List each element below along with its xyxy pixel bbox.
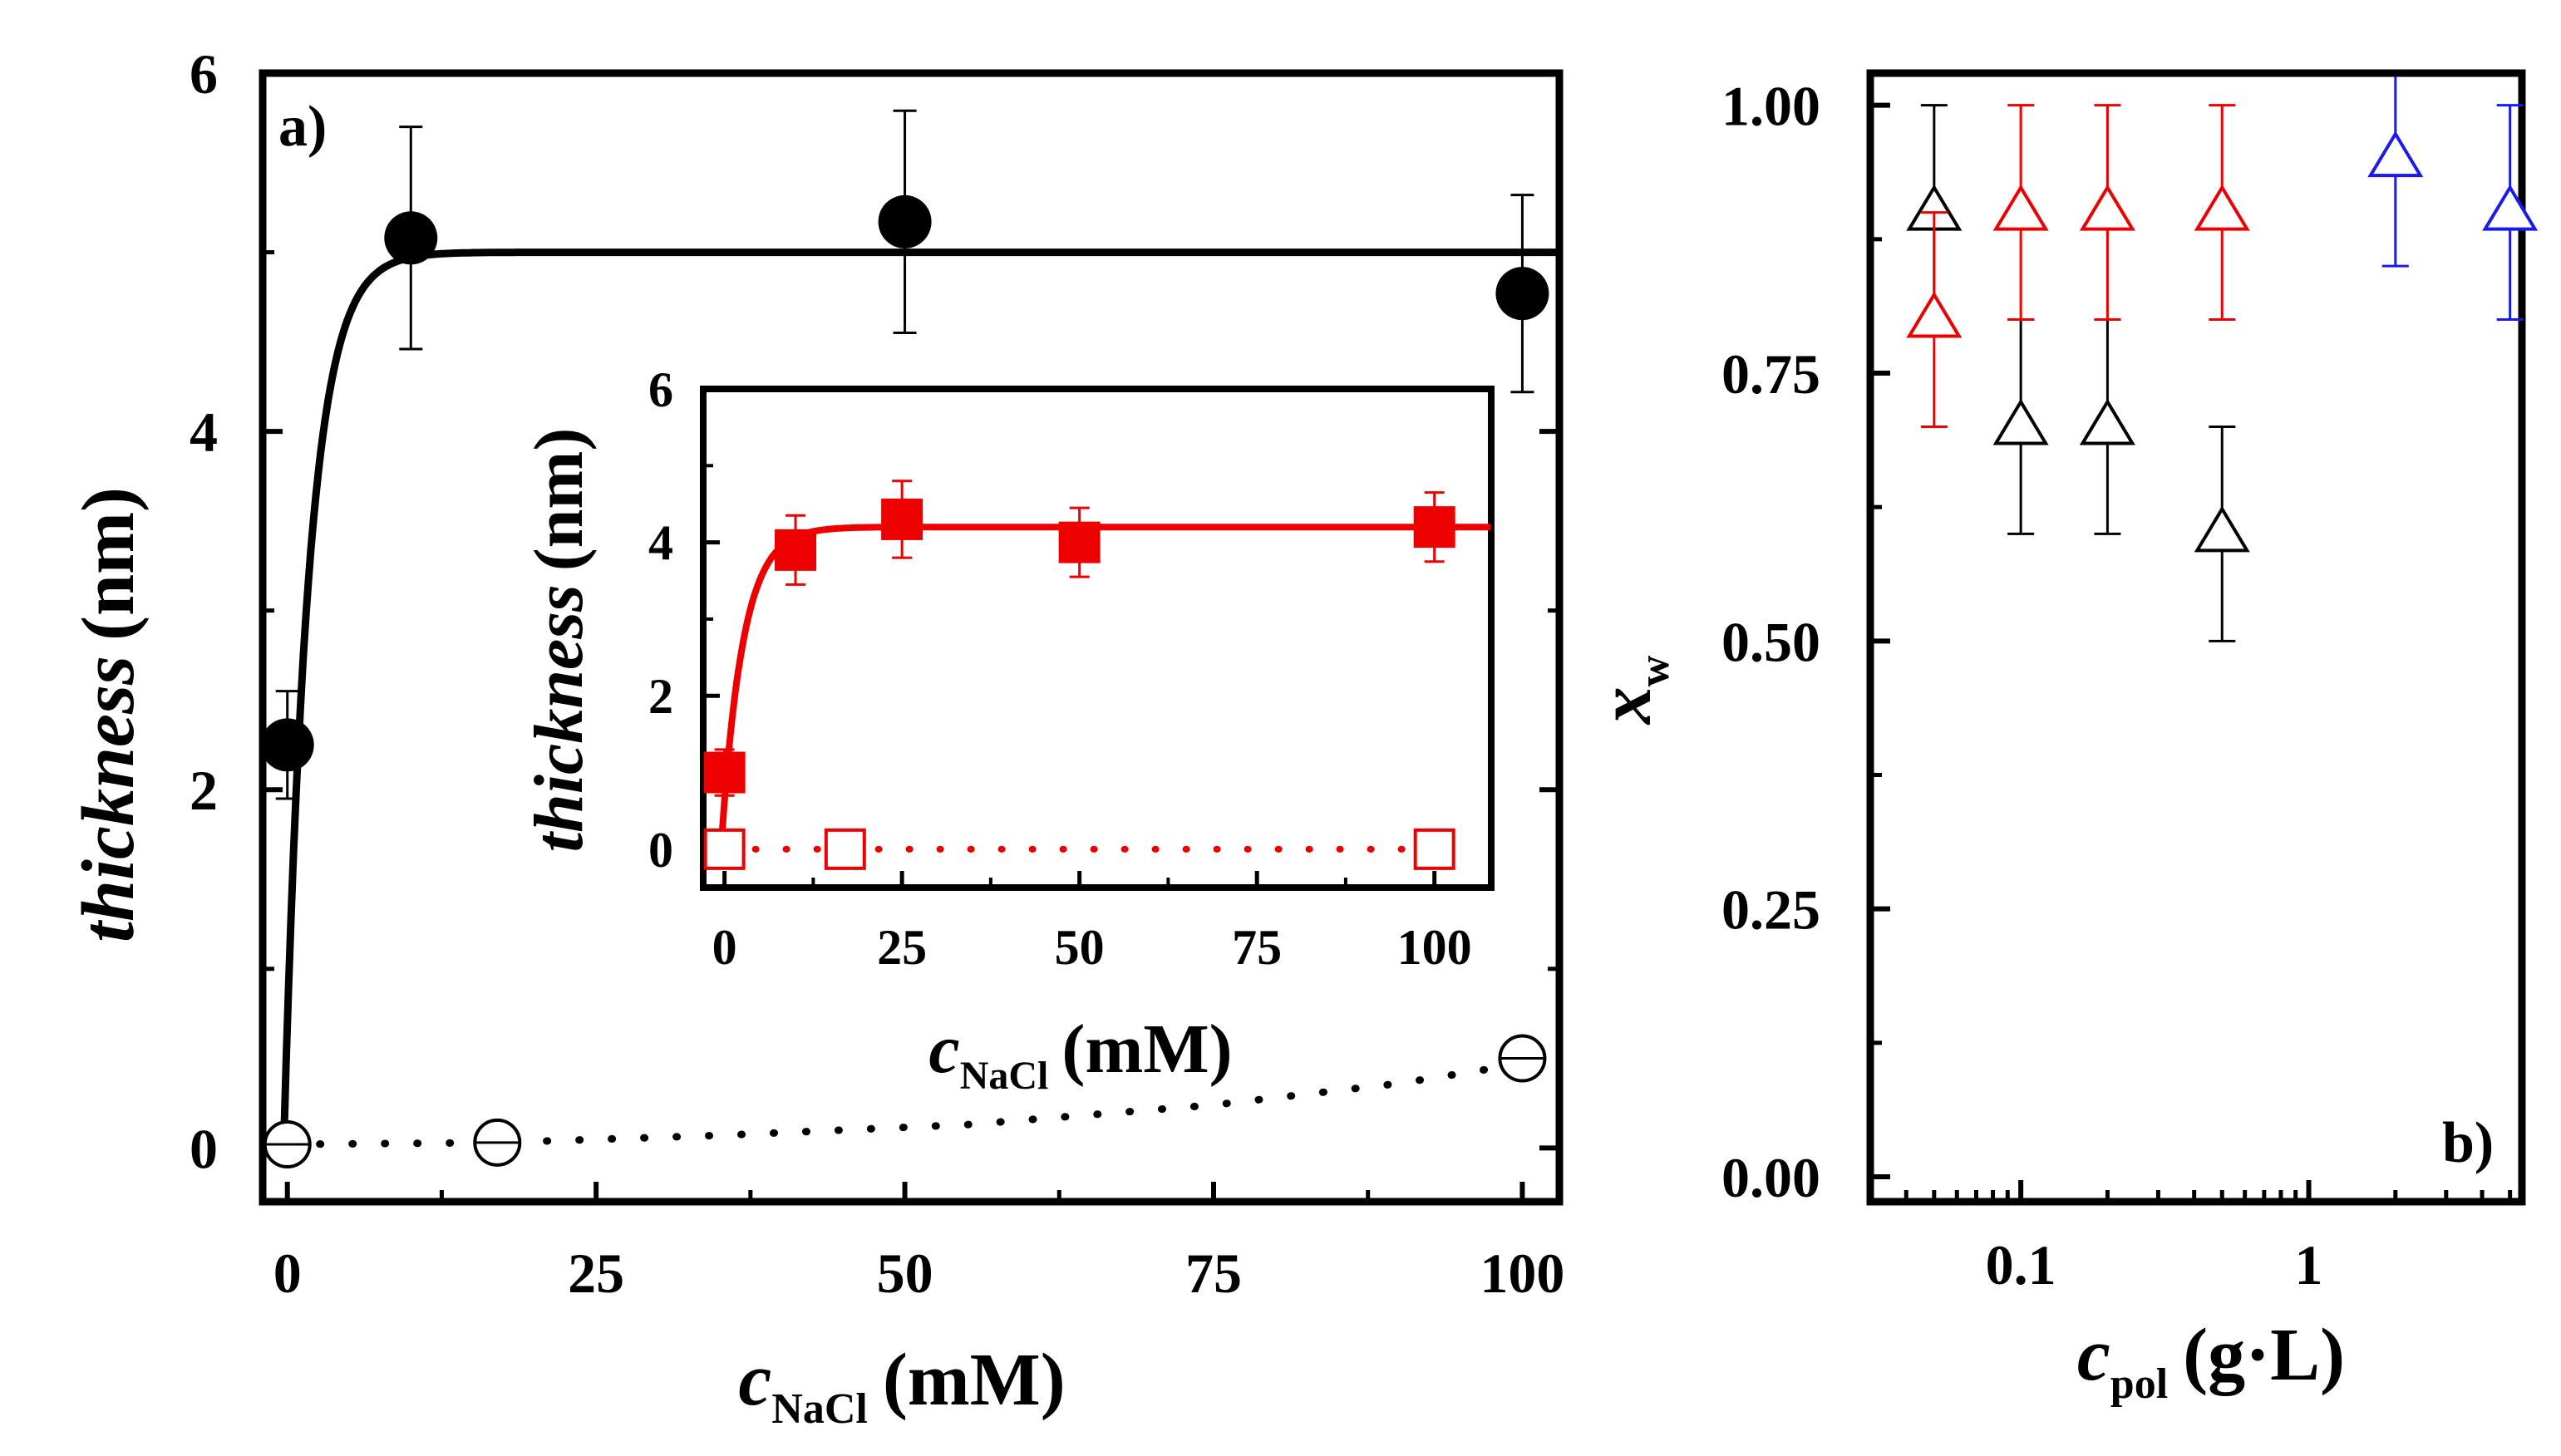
inset-x-tick-label: 50 [1055, 920, 1105, 975]
inset-y-ticks: 0 2 4 6 [648, 362, 720, 878]
panel-a-series [260, 109, 1559, 1169]
data-point-open-triangle [2482, 184, 2539, 231]
inset-x-tick-label: 100 [1397, 920, 1472, 975]
y-tick-label: 0.75 [1721, 342, 1820, 406]
y-tick-label: 4 [190, 401, 218, 464]
data-point-open-triangle [2367, 130, 2424, 178]
data-point-open-triangle [1992, 398, 2049, 445]
data-point-open-triangle [1906, 291, 1963, 338]
x-tick-label: 100 [1480, 1242, 1564, 1305]
data-point-filled-circle [384, 211, 438, 265]
inset-data-point-open-square [1413, 828, 1455, 870]
inset-fit-curve-solid [717, 524, 1491, 850]
panel-a-x-ticks: 0 25 50 75 100 [273, 1182, 1564, 1305]
inset-y-tick-label: 2 [648, 669, 673, 724]
panel-b-y-ticks: 0.00 0.25 0.50 0.75 1.00 [1721, 75, 1890, 1209]
panel-a-x-axis-title: cNaCl (mM) [738, 1339, 1065, 1433]
inset-data-point-filled-square [775, 529, 817, 571]
panel-b-chart: 0.1 1 0.000.250.500.751.00 b) cpol (g·L) x… [1584, 69, 2539, 1408]
panel-b-series [1906, 76, 2539, 642]
fit-curve-dotted [283, 1060, 1526, 1149]
inset-x-axis-title: cNaCl (mM) [928, 1011, 1232, 1098]
panel-b-frame [1866, 69, 2526, 1206]
inset-x-ticks: 0 25 50 75 100 [712, 871, 1472, 975]
panel-b-y-axis-title: xw [1584, 655, 1678, 726]
inset-series [703, 480, 1491, 870]
y-tick-label: 0.50 [1721, 610, 1820, 673]
panel-b-label: b) [2442, 1111, 2494, 1175]
y-tick-label: 1.00 [1721, 75, 1820, 138]
inset-data-point-open-square [703, 828, 746, 870]
panel-a-y-ticks: 0 2 4 6 [190, 42, 1559, 1180]
data-point-filled-circle [878, 194, 932, 248]
data-point-open-triangle [1992, 184, 2049, 231]
data-point-filled-circle [260, 718, 314, 772]
x-tick-label: 50 [877, 1242, 933, 1305]
data-point-open-triangle [2079, 184, 2135, 231]
inset-data-point-filled-square [1058, 521, 1101, 563]
y-tick-label: 0 [190, 1117, 218, 1180]
data-point-open-triangle [2079, 398, 2135, 445]
data-point-open-triangle [2194, 184, 2250, 231]
inset-x-tick-label: 25 [877, 920, 927, 975]
inset-y-tick-label: 6 [648, 362, 673, 417]
x-tick-label: 75 [1185, 1242, 1242, 1305]
panel-a-label: a) [278, 95, 327, 159]
panel-a-inset-chart: 0 25 50 75 100 0 2 4 6 cNaCl (mM) thickness(nm) [520, 362, 1495, 1098]
x-tick-label: 0 [273, 1242, 302, 1305]
inset-x-tick-label: 0 [712, 920, 737, 975]
fit-curve-solid [279, 248, 1559, 1149]
x-tick-label: 25 [568, 1242, 624, 1305]
data-point-open-triangle [2194, 505, 2250, 553]
panel-b-x-axis-title: cpol (g·L) [2077, 1314, 2345, 1408]
data-point-filled-circle [1495, 267, 1549, 321]
y-tick-label: 2 [190, 759, 218, 822]
x-tick-label: 0.1 [1986, 1233, 2056, 1296]
y-tick-label: 0.25 [1721, 878, 1820, 942]
x-tick-label: 1 [2295, 1233, 2323, 1296]
panel-b-x-ticks: 0.1 1 [1868, 1180, 2513, 1296]
inset-data-point-filled-square [881, 498, 923, 540]
inset-background [700, 386, 1495, 891]
panel-a-chart: 0 25 50 75 100 0 2 4 6 a) cNaCl (mM) thickness(n… [67, 42, 1564, 1433]
inset-data-point-filled-square [703, 751, 746, 794]
panel-a-y-axis-title: thickness(nm) [67, 487, 150, 942]
inset-data-point-filled-square [1413, 506, 1455, 548]
y-tick-label: 6 [190, 42, 218, 106]
y-tick-label: 0.00 [1721, 1146, 1820, 1209]
inset-y-axis-title: thickness(nm) [520, 428, 598, 853]
inset-x-tick-label: 75 [1232, 920, 1282, 975]
inset-data-point-open-square [824, 828, 866, 870]
inset-y-tick-label: 4 [648, 516, 673, 571]
inset-y-tick-label: 0 [648, 823, 673, 878]
panel-a-frame [259, 69, 1564, 1206]
